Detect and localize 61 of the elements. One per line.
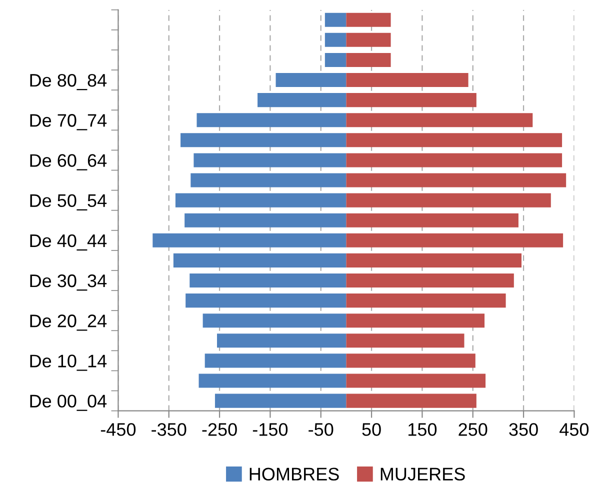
x-tick-label: -350 [152,423,186,436]
bar [346,72,468,88]
bar [346,93,476,108]
x-tick-label: 50 [362,423,381,436]
bar [324,52,346,67]
y-tick-label: De 30_34 [30,274,107,291]
bar [346,233,564,248]
bar [194,153,346,168]
x-tick-label: 450 [560,423,589,436]
bar [324,12,346,27]
bar [346,334,464,348]
bar [196,113,346,128]
bar [346,133,562,148]
x-tick-label: 350 [509,423,538,436]
bar [346,213,518,228]
bar [217,334,346,348]
bar [173,253,346,268]
bar [346,294,506,308]
bar [346,173,566,188]
x-tick-label: 150 [408,423,437,436]
bar [346,374,486,388]
x-tick-label: -50 [308,423,334,436]
bar [346,153,562,168]
bar [324,32,346,47]
bar [202,314,346,328]
y-tick-label: De 80_84 [30,74,107,90]
x-tick-label: 250 [458,423,488,436]
bar [346,354,476,368]
bar [204,354,346,368]
legend-label: HOMBRES [250,468,339,481]
y-tick-label: De 50_54 [30,194,107,210]
y-tick-label: De 00_04 [30,394,107,411]
y-tick-label: De 40_44 [30,234,107,251]
bar [346,193,551,208]
bar [198,374,346,388]
bar [346,253,522,268]
bar [180,133,346,148]
bar [346,394,476,408]
bar [346,113,533,128]
bar [258,93,346,108]
x-tick-label: -250 [202,423,237,436]
y-tick-label: De 70_74 [30,114,107,130]
x-tick-label: -150 [252,423,288,436]
legend-label: MUJERES [380,468,465,481]
bar [214,394,346,408]
bar [346,32,391,47]
bar [184,213,346,228]
y-tick-label: De 60_64 [30,154,107,170]
bar [346,273,514,288]
y-tick-label: De 10_14 [30,354,107,371]
x-tick-label: -450 [100,423,136,436]
bar [186,294,346,308]
y-tick-label: De 20_24 [30,314,107,331]
bar [190,173,346,188]
bar [152,233,346,248]
bar [346,314,485,328]
bar [190,273,346,288]
bar [276,72,346,88]
bar [175,193,346,208]
bar [346,52,391,67]
bar [346,12,391,27]
